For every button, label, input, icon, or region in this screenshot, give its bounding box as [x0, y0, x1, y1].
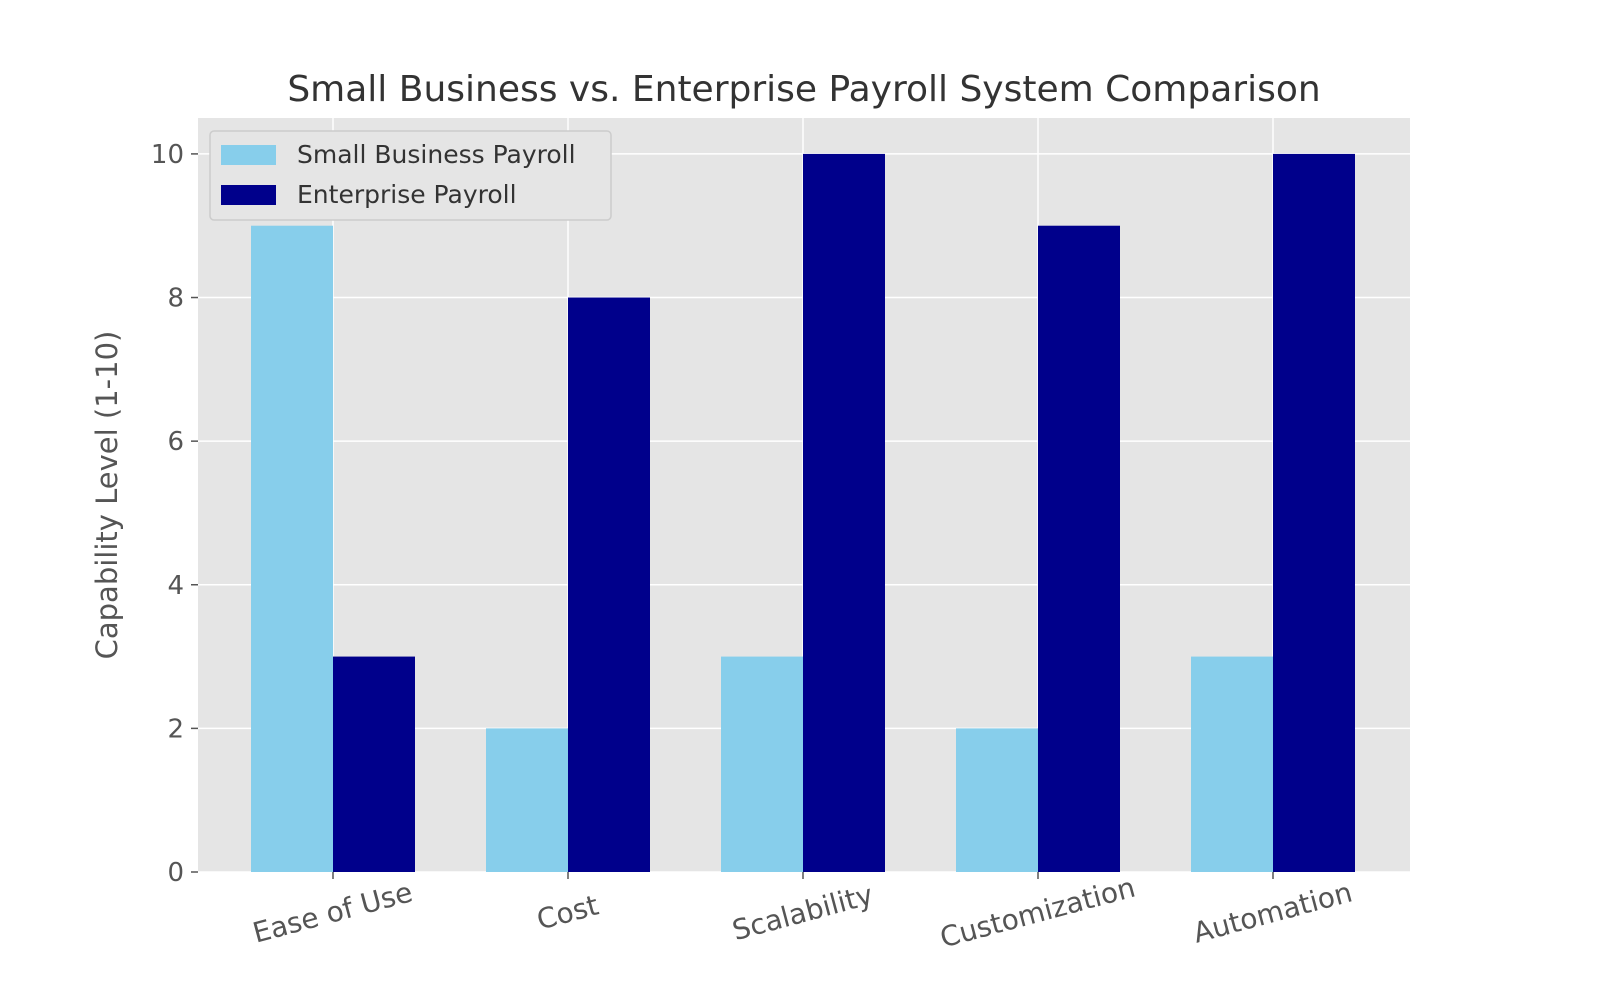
legend-box [209, 130, 612, 221]
bar-enterprise-automation [1273, 153, 1355, 872]
y-tick-label: 8 [167, 284, 184, 314]
y-tick-label: 2 [167, 714, 184, 744]
bar-small-business-customization [956, 728, 1038, 872]
bar-small-business-scalability [721, 656, 803, 872]
bar-enterprise-customization [1038, 225, 1120, 872]
y-ticks: 0 2 4 6 8 10 [151, 140, 198, 888]
bars [251, 153, 1355, 872]
bar-enterprise-cost [568, 297, 650, 872]
legend-label-small-business: Small Business Payroll [297, 140, 576, 169]
y-tick-label: 0 [167, 858, 184, 888]
y-tick-label: 4 [167, 571, 184, 601]
x-ticks: Ease of Use Cost Scalability Customization A… [249, 871, 1355, 955]
x-tick-label: Ease of Use [249, 875, 416, 949]
bar-small-business-automation [1191, 656, 1273, 872]
y-tick-label: 6 [167, 427, 184, 457]
chart-title: Small Business vs. Enterprise Payroll Sy… [287, 69, 1320, 110]
y-axis-label: Capability Level (1-10) [90, 331, 124, 660]
legend-swatch-enterprise [221, 185, 276, 205]
legend-label-enterprise: Enterprise Payroll [297, 180, 517, 209]
legend: Small Business Payroll Enterprise Payrol… [209, 130, 612, 221]
bar-enterprise-ease-of-use [333, 656, 415, 872]
y-tick-label: 10 [151, 140, 184, 170]
bar-small-business-ease-of-use [251, 225, 333, 872]
x-tick-label: Scalability [729, 878, 877, 947]
bar-enterprise-scalability [803, 153, 885, 872]
x-tick-label: Customization [936, 871, 1138, 955]
x-tick-label: Automation [1190, 876, 1356, 950]
x-tick-label: Cost [533, 889, 602, 937]
legend-swatch-small-business [221, 145, 276, 165]
bar-small-business-cost [486, 728, 568, 872]
